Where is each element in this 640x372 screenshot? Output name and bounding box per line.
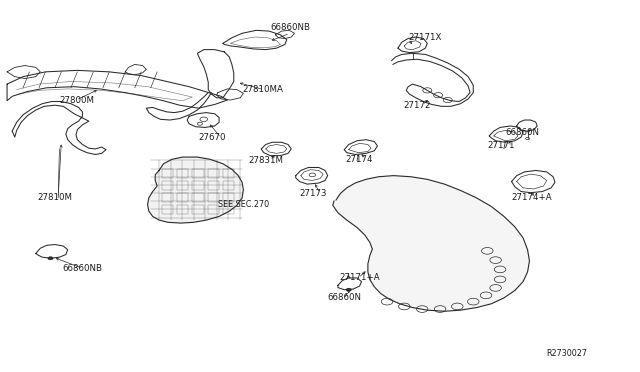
Text: 27171: 27171 — [487, 141, 515, 150]
Circle shape — [48, 257, 53, 260]
Text: 27174+A: 27174+A — [511, 193, 552, 202]
Text: 27173: 27173 — [300, 189, 327, 198]
Text: 27171+A: 27171+A — [339, 273, 380, 282]
Polygon shape — [148, 157, 243, 223]
Text: 27810MA: 27810MA — [242, 85, 283, 94]
Text: 27831M: 27831M — [248, 156, 284, 165]
Circle shape — [346, 288, 351, 291]
Text: 27670: 27670 — [198, 133, 226, 142]
Text: 27171X: 27171X — [408, 33, 442, 42]
Text: R2730027: R2730027 — [547, 349, 588, 358]
Polygon shape — [333, 176, 529, 311]
Text: 66860N: 66860N — [505, 128, 539, 137]
Text: 27810M: 27810M — [38, 193, 73, 202]
Text: 27174: 27174 — [346, 155, 373, 164]
Text: 27800M: 27800M — [60, 96, 95, 105]
Text: 27172: 27172 — [403, 101, 431, 110]
Text: 66860NB: 66860NB — [62, 264, 102, 273]
Text: SEE SEC.270: SEE SEC.270 — [218, 200, 269, 209]
Text: 66860NB: 66860NB — [270, 23, 310, 32]
Text: 66860N: 66860N — [328, 293, 362, 302]
